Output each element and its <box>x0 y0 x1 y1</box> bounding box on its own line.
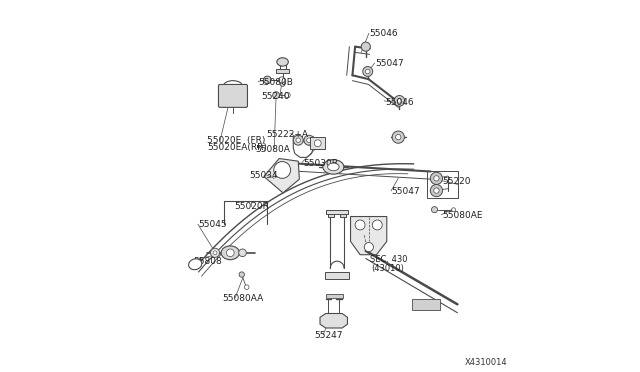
Circle shape <box>396 134 401 140</box>
Polygon shape <box>264 158 300 193</box>
Circle shape <box>365 69 370 74</box>
Bar <box>427 171 458 198</box>
Ellipse shape <box>221 246 239 260</box>
Bar <box>276 69 289 73</box>
Circle shape <box>314 140 321 147</box>
Circle shape <box>244 285 249 289</box>
Text: 55080AE: 55080AE <box>442 211 483 220</box>
Circle shape <box>361 42 371 51</box>
Circle shape <box>239 272 244 277</box>
Text: 55080A: 55080A <box>255 145 290 154</box>
Circle shape <box>279 77 285 83</box>
Circle shape <box>285 93 290 98</box>
Text: 55020E  (FR): 55020E (FR) <box>207 136 266 145</box>
Text: 55020EA(RR): 55020EA(RR) <box>207 143 268 152</box>
Text: 55080AA: 55080AA <box>223 294 264 303</box>
Text: (43010): (43010) <box>372 264 404 273</box>
Circle shape <box>191 260 199 267</box>
Circle shape <box>307 138 311 142</box>
Circle shape <box>431 206 438 213</box>
Circle shape <box>394 96 404 106</box>
Circle shape <box>273 92 280 99</box>
Text: 55222+A: 55222+A <box>266 130 308 139</box>
Ellipse shape <box>277 58 288 66</box>
Text: 55030B: 55030B <box>303 158 338 168</box>
Bar <box>328 214 333 217</box>
Circle shape <box>304 135 314 145</box>
Polygon shape <box>320 314 348 328</box>
Polygon shape <box>351 217 387 255</box>
FancyBboxPatch shape <box>218 84 248 108</box>
Circle shape <box>430 172 442 185</box>
Bar <box>412 299 440 310</box>
Text: 55240: 55240 <box>261 92 289 101</box>
Bar <box>325 272 349 279</box>
Text: X4310014: X4310014 <box>464 358 507 367</box>
Circle shape <box>213 251 217 255</box>
Text: 55080B: 55080B <box>258 78 293 87</box>
Circle shape <box>355 220 365 230</box>
Text: 55046: 55046 <box>385 97 413 106</box>
Circle shape <box>397 99 402 103</box>
Circle shape <box>293 135 303 145</box>
Text: 55220: 55220 <box>442 177 470 186</box>
Circle shape <box>296 138 301 142</box>
Circle shape <box>274 161 291 178</box>
Bar <box>340 214 346 217</box>
Text: 55046: 55046 <box>370 29 398 38</box>
Circle shape <box>434 176 439 181</box>
Bar <box>326 294 342 298</box>
Bar <box>326 210 348 214</box>
Text: 55247: 55247 <box>314 331 343 340</box>
Circle shape <box>434 188 439 193</box>
Text: 55808: 55808 <box>193 257 222 266</box>
Text: 55047: 55047 <box>392 187 420 196</box>
Circle shape <box>211 248 220 257</box>
Circle shape <box>227 249 234 257</box>
Circle shape <box>430 185 442 197</box>
Ellipse shape <box>323 160 344 174</box>
Ellipse shape <box>328 163 339 171</box>
Text: 55034: 55034 <box>250 171 278 180</box>
Text: 55047: 55047 <box>375 60 404 68</box>
Circle shape <box>452 208 456 212</box>
Circle shape <box>363 67 372 77</box>
Circle shape <box>364 243 373 251</box>
Text: 55020R: 55020R <box>234 202 269 212</box>
Ellipse shape <box>189 259 202 270</box>
Circle shape <box>372 220 382 230</box>
Circle shape <box>239 249 246 257</box>
Circle shape <box>264 76 271 84</box>
Circle shape <box>392 131 404 143</box>
Bar <box>310 137 325 149</box>
Text: SEC. 430: SEC. 430 <box>370 255 407 264</box>
Circle shape <box>280 82 285 86</box>
Text: 55045: 55045 <box>198 221 227 230</box>
